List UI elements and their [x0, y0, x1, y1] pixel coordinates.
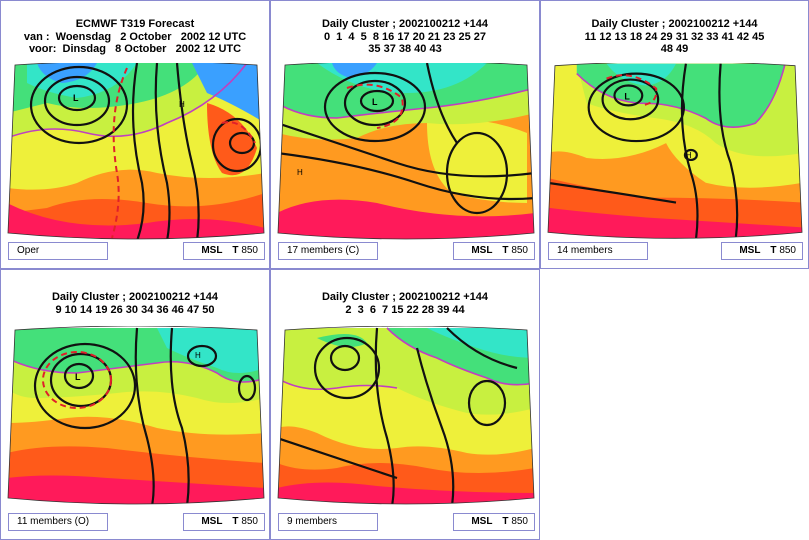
- member-count-label: 17 members (C): [278, 242, 378, 260]
- panel-title-line-3: 35 37 38 40 43: [368, 43, 442, 55]
- panel-title: Daily Cluster ; 2002100212 +144 11 12 13…: [541, 18, 808, 56]
- panel-title-line-2: 11 12 13 18 24 29 31 32 33 41 42 45: [584, 30, 765, 43]
- forecast-panel-oper: ECMWF T319 Forecast van : Woensdag 2 Oct…: [0, 0, 270, 269]
- panel-title-line-2: 2 3 6 7 15 22 28 39 44: [345, 303, 465, 316]
- field-legend: MSL T 850: [721, 242, 803, 260]
- panel-title: ECMWF T319 Forecast van : Woensdag 2 Oct…: [1, 18, 269, 56]
- panel-title: Daily Cluster ; 2002100212 +144 0 1 4 5 …: [271, 18, 539, 56]
- high-pressure-label: H: [195, 351, 201, 360]
- field-legend: MSL T 850: [183, 513, 265, 531]
- member-count-label: 11 members (O): [8, 513, 108, 531]
- t850-value: 850: [779, 245, 796, 256]
- t850-label: T: [502, 516, 509, 527]
- high-pressure-label: H: [179, 100, 185, 109]
- weather-map: [277, 326, 535, 505]
- low-pressure-label: L: [73, 93, 79, 103]
- weather-map: L H: [547, 63, 803, 239]
- member-count-label: Oper: [8, 242, 108, 260]
- t850-label: T: [502, 245, 509, 256]
- cluster-panel-1: Daily Cluster ; 2002100212 +144 0 1 4 5 …: [270, 0, 540, 269]
- t850-label: T: [770, 245, 777, 256]
- member-count-label: 14 members: [548, 242, 648, 260]
- field-legend: MSL T 850: [183, 242, 265, 260]
- member-count-label: 9 members: [278, 513, 378, 531]
- low-pressure-label: L: [75, 372, 81, 382]
- panel-title-line-1: Daily Cluster ; 2002100212 +144: [321, 291, 489, 303]
- panel-title: Daily Cluster ; 2002100212 +144 9 10 14 …: [1, 291, 269, 316]
- t850-label: T: [232, 245, 239, 256]
- low-pressure-label: L: [372, 97, 378, 107]
- msl-label: MSL: [201, 245, 223, 256]
- field-legend: MSL T 850: [453, 242, 535, 260]
- panel-title-line-1: Daily Cluster ; 2002100212 +144: [591, 18, 758, 30]
- t850-label: T: [232, 516, 239, 527]
- panel-title-line-3: voor: Dinsdag 8 October 2002 12 UTC: [28, 43, 242, 55]
- msl-label: MSL: [471, 516, 493, 527]
- low-pressure-label: L: [624, 91, 630, 101]
- panel-title-line-2: van : Woensdag 2 October 2002 12 UTC: [23, 30, 247, 43]
- panel-title-line-1: Daily Cluster ; 2002100212 +144: [51, 291, 219, 303]
- msl-label: MSL: [201, 516, 223, 527]
- t850-value: 850: [241, 245, 258, 256]
- panel-title: Daily Cluster ; 2002100212 +144 2 3 6 7 …: [271, 291, 539, 316]
- weather-map: L H: [7, 63, 265, 240]
- cluster-panel-4: Daily Cluster ; 2002100212 +144 2 3 6 7 …: [270, 269, 540, 540]
- weather-map: L H: [277, 63, 535, 240]
- panel-title-line-2: 0 1 4 5 8 16 17 20 21 23 25 27: [323, 30, 487, 43]
- panel-title-line-3: 48 49: [660, 43, 689, 55]
- t850-value: 850: [241, 516, 258, 527]
- cluster-panel-3: Daily Cluster ; 2002100212 +144 9 10 14 …: [0, 269, 270, 540]
- panel-title-line-1: Daily Cluster ; 2002100212 +144: [321, 18, 489, 30]
- high-pressure-label: H: [686, 151, 692, 160]
- panel-title-line-2: 9 10 14 19 26 30 34 36 46 47 50: [55, 303, 215, 316]
- t850-value: 850: [511, 245, 528, 256]
- field-legend: MSL T 850: [453, 513, 535, 531]
- msl-label: MSL: [739, 245, 761, 256]
- high-pressure-label: H: [297, 168, 303, 177]
- t850-value: 850: [511, 516, 528, 527]
- msl-label: MSL: [471, 245, 493, 256]
- panel-title-line-1: ECMWF T319 Forecast: [75, 18, 195, 30]
- cluster-panel-2: Daily Cluster ; 2002100212 +144 11 12 13…: [540, 0, 809, 269]
- weather-map: L H: [7, 326, 265, 505]
